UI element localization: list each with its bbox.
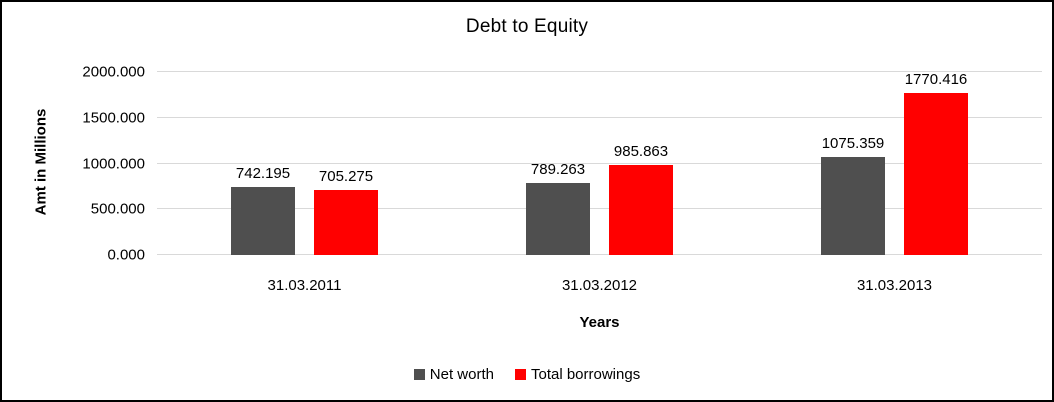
legend-item-net-worth: Net worth xyxy=(413,366,494,383)
y-tick-label: 1500.000 xyxy=(82,109,145,127)
bar-net-worth: 1075.359 xyxy=(821,135,885,255)
bar-value-label: 705.275 xyxy=(318,168,374,186)
y-tick-label: 1000.000 xyxy=(82,155,145,172)
bar-group-31-03-2012: 789.263 985.863 xyxy=(452,72,747,255)
bar-value-label: 1770.416 xyxy=(904,71,968,89)
y-tick-label: 0.000 xyxy=(107,246,145,264)
bar-value-label: 1075.359 xyxy=(821,134,885,152)
legend: Net worth Total borrowings xyxy=(2,366,1052,383)
x-tick-label: 31.03.2011 xyxy=(267,277,342,294)
y-tick-label: 500.000 xyxy=(90,200,145,218)
bar-value-label: 985.863 xyxy=(613,142,669,160)
gridline xyxy=(157,208,1042,210)
bar-net-worth: 742.195 xyxy=(231,165,295,255)
legend-item-total-borrowings: Total borrowings xyxy=(514,366,641,383)
gridline xyxy=(157,116,1042,118)
x-axis-title: Years xyxy=(579,314,620,331)
bar-value-label: 789.263 xyxy=(530,160,586,178)
bar-total-borrowings: 985.863 xyxy=(609,143,673,255)
legend-label: Net worth xyxy=(429,366,494,383)
legend-swatch-net-worth xyxy=(413,369,425,380)
bars-layer: 742.195 705.275 789.263 985.863 1075.359 1770… xyxy=(157,71,1042,255)
x-tick-label: 31.03.2012 xyxy=(561,277,638,294)
x-axis-labels: 31.03.2011 31.03.2012 31.03.2013 xyxy=(157,277,1042,294)
x-tick-label: 31.03.2013 xyxy=(856,277,933,294)
bar-group-31-03-2011: 742.195 705.275 xyxy=(157,72,452,255)
bar-net-worth: 789.263 xyxy=(526,161,590,255)
chart-title: Debt to Equity xyxy=(465,16,589,37)
bar-group-31-03-2013: 1075.359 1770.416 xyxy=(747,71,1042,255)
bar-total-borrowings: 1770.416 xyxy=(904,71,968,255)
gridline xyxy=(157,162,1042,164)
legend-swatch-total-borrowings xyxy=(514,369,526,380)
y-axis-title: Amt in Millions xyxy=(32,108,50,216)
y-tick-label: 2000.000 xyxy=(82,63,145,81)
gridline xyxy=(157,71,1042,72)
legend-label: Total borrowings xyxy=(530,366,641,383)
plot-area: 742.195 705.275 789.263 985.863 1075.359 1770… xyxy=(82,64,1042,264)
gridline xyxy=(157,254,1042,255)
bar-total-borrowings: 705.275 xyxy=(314,168,378,255)
bar-value-label: 742.195 xyxy=(235,165,291,183)
